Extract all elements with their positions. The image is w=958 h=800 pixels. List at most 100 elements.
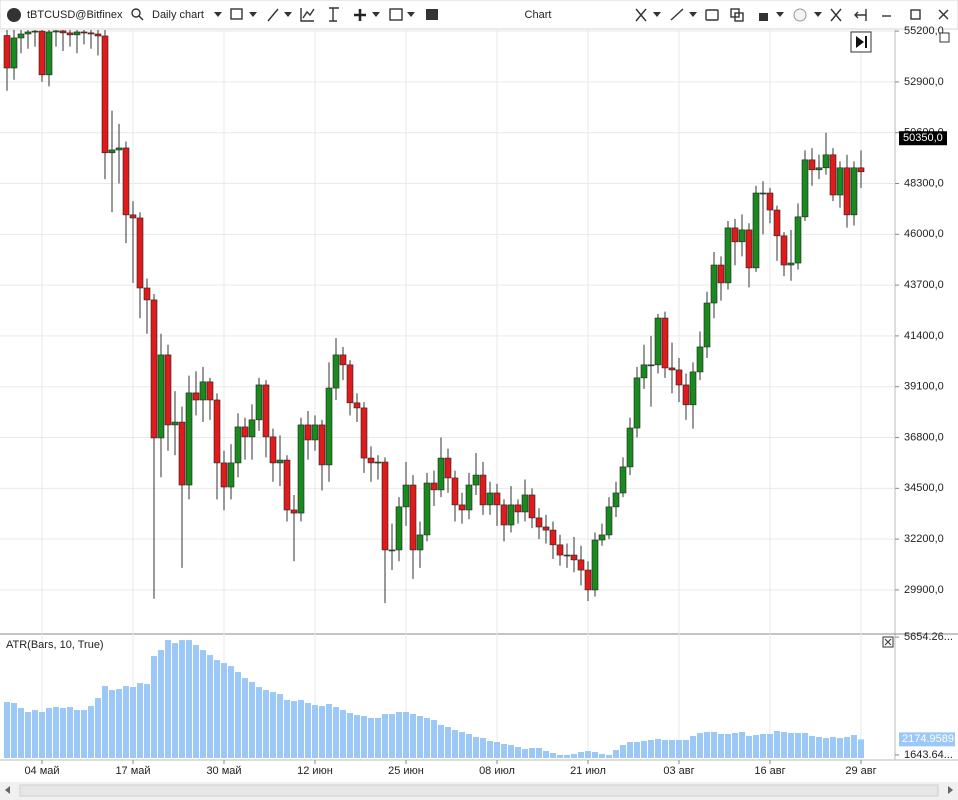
y-tick-label: 41400,0 — [904, 330, 944, 342]
atr-bar — [494, 741, 500, 758]
candle-body — [759, 192, 767, 195]
candle-body — [101, 35, 109, 154]
candle-body — [52, 30, 60, 33]
close[interactable] — [938, 9, 949, 20]
atr-bar — [529, 747, 535, 758]
dropdown[interactable] — [407, 12, 415, 17]
dropdown[interactable] — [689, 12, 697, 17]
dropdown[interactable] — [776, 12, 784, 17]
scroll-thumb[interactable] — [19, 784, 939, 797]
atr-bar — [403, 712, 409, 758]
scroll-to-end-button[interactable] — [850, 31, 872, 53]
last-price-tag — [899, 131, 947, 146]
atr-bar — [270, 692, 276, 758]
candle-body — [584, 569, 592, 591]
candle-body — [3, 35, 11, 69]
atr-bar — [32, 710, 38, 758]
x-tick-label: 16 авг — [754, 765, 785, 777]
dropdown[interactable] — [249, 12, 257, 17]
color-icon[interactable] — [793, 8, 807, 22]
scroll-right[interactable] — [948, 786, 953, 794]
atr-bar — [172, 643, 178, 758]
candle-body — [80, 31, 88, 34]
atr-bar — [214, 660, 220, 758]
candle-body — [395, 506, 403, 551]
toolbar — [0, 0, 958, 30]
dropdown[interactable] — [372, 12, 380, 17]
atr-bar — [67, 707, 73, 758]
candle-body — [752, 192, 760, 269]
candle-body — [717, 264, 725, 284]
candle-body — [353, 402, 361, 409]
candle-body — [416, 534, 424, 551]
atr-bar — [326, 704, 332, 758]
dropdown[interactable] — [653, 12, 661, 17]
atr-bar — [179, 640, 185, 758]
atr-bar — [46, 708, 52, 758]
y-tick-label: 36800,0 — [904, 431, 944, 443]
atr-bar — [739, 731, 745, 758]
camera-icon[interactable] — [705, 9, 719, 21]
lock-icon[interactable] — [759, 13, 768, 21]
panel-toggle[interactable] — [939, 32, 950, 43]
candle-body — [724, 227, 732, 284]
dropdown[interactable] — [214, 12, 222, 17]
atr-bar — [102, 686, 108, 758]
dropdown[interactable] — [814, 12, 822, 17]
candle-body — [696, 346, 704, 373]
candle-body — [535, 517, 543, 528]
y-tick-label: 39100,0 — [904, 381, 944, 393]
candle-body — [619, 466, 627, 494]
tools-icon[interactable] — [830, 8, 842, 22]
search-icon[interactable] — [131, 8, 144, 21]
candle-body — [325, 387, 333, 466]
atr-bar — [844, 736, 850, 758]
atr-bar — [515, 746, 521, 758]
last-value-tag — [899, 732, 955, 747]
indicator-title: ATR(Bars, 10, True) — [6, 639, 104, 651]
atr-bar — [676, 739, 682, 758]
chart-type[interactable]: Daily chart — [152, 9, 204, 21]
candle-body — [633, 377, 641, 429]
y-tick-label: 5654.26... — [904, 631, 953, 643]
atr-bar — [802, 732, 808, 758]
window-icon[interactable] — [389, 8, 403, 21]
symbol[interactable]: tBTCUSD@Bitfinex — [27, 9, 123, 21]
atr-bar — [445, 727, 451, 758]
grid — [0, 30, 895, 760]
template-icon[interactable] — [230, 8, 243, 20]
x-tick-label: 17 май — [115, 765, 150, 777]
scroll-left[interactable] — [5, 786, 10, 794]
y-tick-label: 43700,0 — [904, 279, 944, 291]
layout-icon[interactable] — [426, 9, 438, 20]
dropdown[interactable] — [284, 12, 292, 17]
pin-icon[interactable] — [854, 9, 867, 21]
atr-bar — [53, 707, 59, 758]
link-icon[interactable] — [670, 8, 684, 21]
candle-body — [402, 484, 410, 508]
draw-icon[interactable] — [267, 8, 279, 22]
atr-bar — [81, 710, 87, 758]
indicator-icon[interactable] — [300, 8, 315, 22]
copy-icon[interactable] — [734, 12, 744, 22]
maximize[interactable] — [910, 9, 921, 20]
atr-bar — [333, 707, 339, 758]
x-tick-label: 29 авг — [845, 765, 876, 777]
atr-bar — [312, 705, 318, 758]
atr-bar — [683, 739, 689, 758]
atr-bar — [410, 714, 416, 758]
text-icon[interactable] — [329, 7, 339, 22]
atr-bar — [858, 739, 864, 758]
candle-body — [297, 424, 305, 514]
cursor-icon[interactable] — [635, 8, 647, 22]
crosshair-icon[interactable] — [354, 9, 366, 21]
candle-body — [850, 167, 858, 216]
atr-bar — [627, 741, 633, 758]
candle-body — [206, 381, 214, 401]
candle-body — [262, 384, 270, 438]
candle-body — [136, 217, 144, 289]
window-title: Chart — [525, 9, 552, 21]
close-indicator[interactable] — [882, 636, 894, 648]
